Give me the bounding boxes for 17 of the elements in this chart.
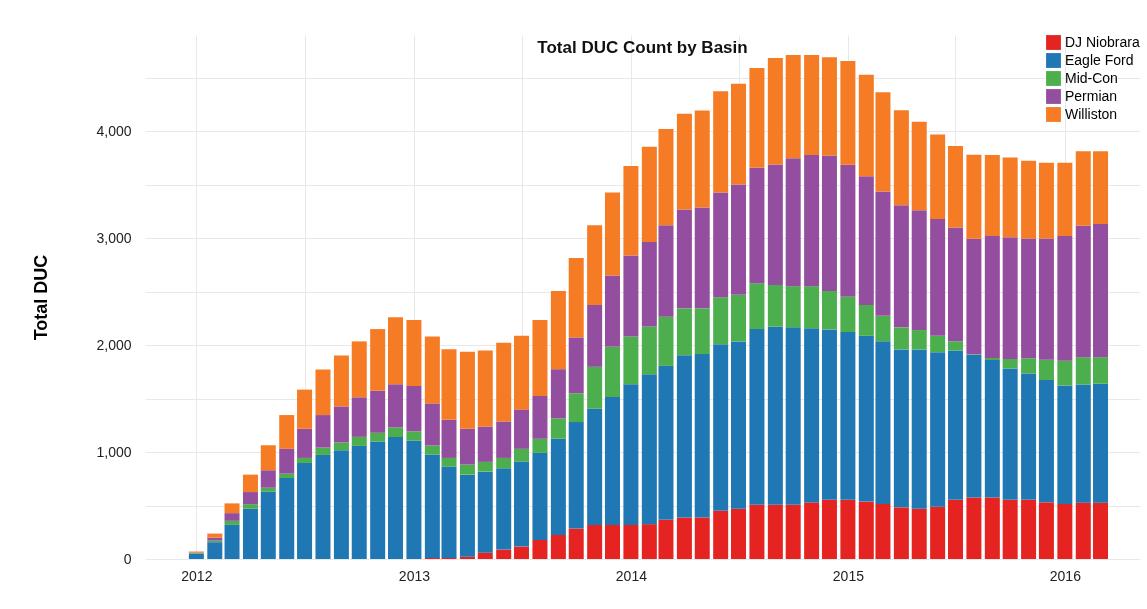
y-tick-label: 2,000 bbox=[96, 336, 132, 353]
y-tick-label: 3,000 bbox=[96, 229, 132, 246]
y-tick-label: 0 bbox=[123, 550, 132, 567]
chart-title: Total DUC Count by Basin bbox=[537, 38, 748, 57]
y-axis-title: Total DUC bbox=[31, 254, 52, 341]
legend-label: Williston bbox=[1065, 105, 1118, 122]
x-tick-label: 2015 bbox=[832, 567, 865, 584]
x-tick-label: 2012 bbox=[181, 567, 213, 584]
legend-label: Mid-Con bbox=[1065, 69, 1118, 86]
y-tick-label: 1,000 bbox=[96, 443, 132, 460]
y-tick-label: 4,000 bbox=[96, 122, 132, 139]
legend-label: DJ Niobrara bbox=[1065, 33, 1140, 50]
legend-label: Eagle Ford bbox=[1065, 51, 1134, 68]
x-tick-label: 2016 bbox=[1049, 567, 1082, 584]
x-tick-label: 2013 bbox=[398, 567, 431, 584]
legend-label: Permian bbox=[1065, 87, 1118, 104]
x-tick-label: 2014 bbox=[615, 567, 648, 584]
